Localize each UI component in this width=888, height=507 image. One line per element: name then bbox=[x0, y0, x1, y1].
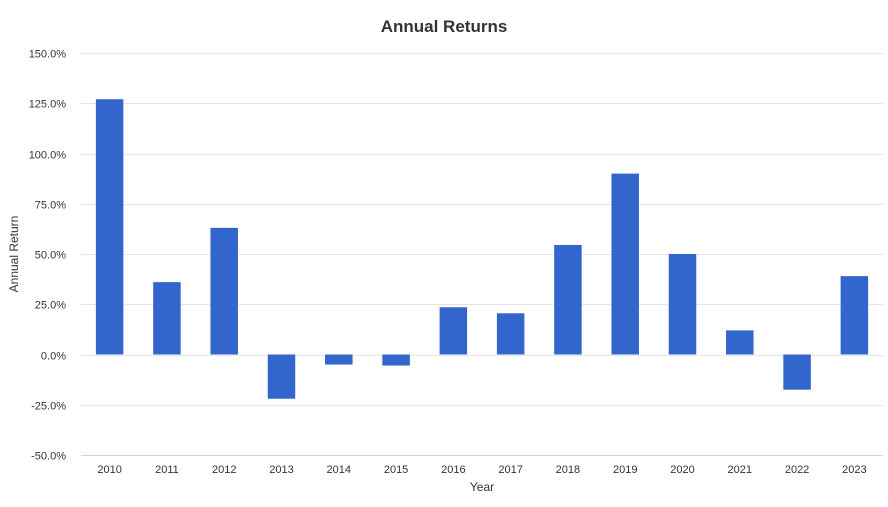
bars bbox=[95, 99, 869, 399]
x-axis-ticks: 2010 2011 2012 2013 2014 2015 2016 2017 2018 2019… bbox=[97, 464, 866, 476]
y-tick-label: -50.0% bbox=[31, 451, 66, 463]
x-tick-label: 2017 bbox=[498, 464, 522, 476]
y-tick-label: 50.0% bbox=[35, 250, 66, 262]
y-axis-ticks: 150.0% 125.0% 100.0% 75.0% 50.0% 25.0% 0.0% -25… bbox=[29, 49, 67, 463]
x-tick-label: 2023 bbox=[842, 464, 866, 476]
x-tick-label: 2015 bbox=[384, 464, 408, 476]
y-axis-label: Annual Return bbox=[7, 216, 21, 293]
bar-2017[interactable] bbox=[496, 313, 525, 355]
bar-2021[interactable] bbox=[726, 330, 754, 355]
x-tick-label: 2011 bbox=[155, 464, 179, 476]
x-axis-label: Year bbox=[470, 480, 494, 494]
bar-2023[interactable] bbox=[840, 276, 869, 355]
bar-2012[interactable] bbox=[210, 227, 238, 355]
bar-2022[interactable] bbox=[783, 354, 811, 390]
x-tick-label: 2013 bbox=[269, 464, 293, 476]
bar-2015[interactable] bbox=[382, 354, 410, 366]
y-tick-label: 100.0% bbox=[29, 150, 67, 162]
x-tick-label: 2022 bbox=[785, 464, 809, 476]
y-tick-label: -25.0% bbox=[31, 401, 66, 413]
bar-2019[interactable] bbox=[611, 173, 639, 355]
y-tick-label: 75.0% bbox=[35, 200, 66, 212]
chart-title: Annual Returns bbox=[381, 17, 508, 36]
bar-2013[interactable] bbox=[267, 354, 296, 399]
bar-2020[interactable] bbox=[668, 254, 697, 355]
bar-2018[interactable] bbox=[554, 244, 582, 355]
x-tick-label: 2021 bbox=[728, 464, 752, 476]
bar-2010[interactable] bbox=[95, 99, 124, 355]
bar-2014[interactable] bbox=[325, 354, 353, 365]
y-tick-label: 150.0% bbox=[29, 49, 67, 61]
x-tick-label: 2014 bbox=[327, 464, 351, 476]
bar-2016[interactable] bbox=[439, 307, 468, 355]
gridlines bbox=[81, 53, 883, 406]
y-tick-label: 125.0% bbox=[29, 99, 67, 111]
x-tick-label: 2020 bbox=[670, 464, 694, 476]
y-tick-label: 0.0% bbox=[41, 351, 66, 363]
x-tick-label: 2012 bbox=[212, 464, 236, 476]
bar-2011[interactable] bbox=[153, 282, 181, 355]
x-tick-label: 2018 bbox=[556, 464, 580, 476]
x-tick-label: 2010 bbox=[97, 464, 121, 476]
x-tick-label: 2016 bbox=[441, 464, 465, 476]
x-tick-label: 2019 bbox=[613, 464, 637, 476]
y-tick-label: 25.0% bbox=[35, 300, 66, 312]
